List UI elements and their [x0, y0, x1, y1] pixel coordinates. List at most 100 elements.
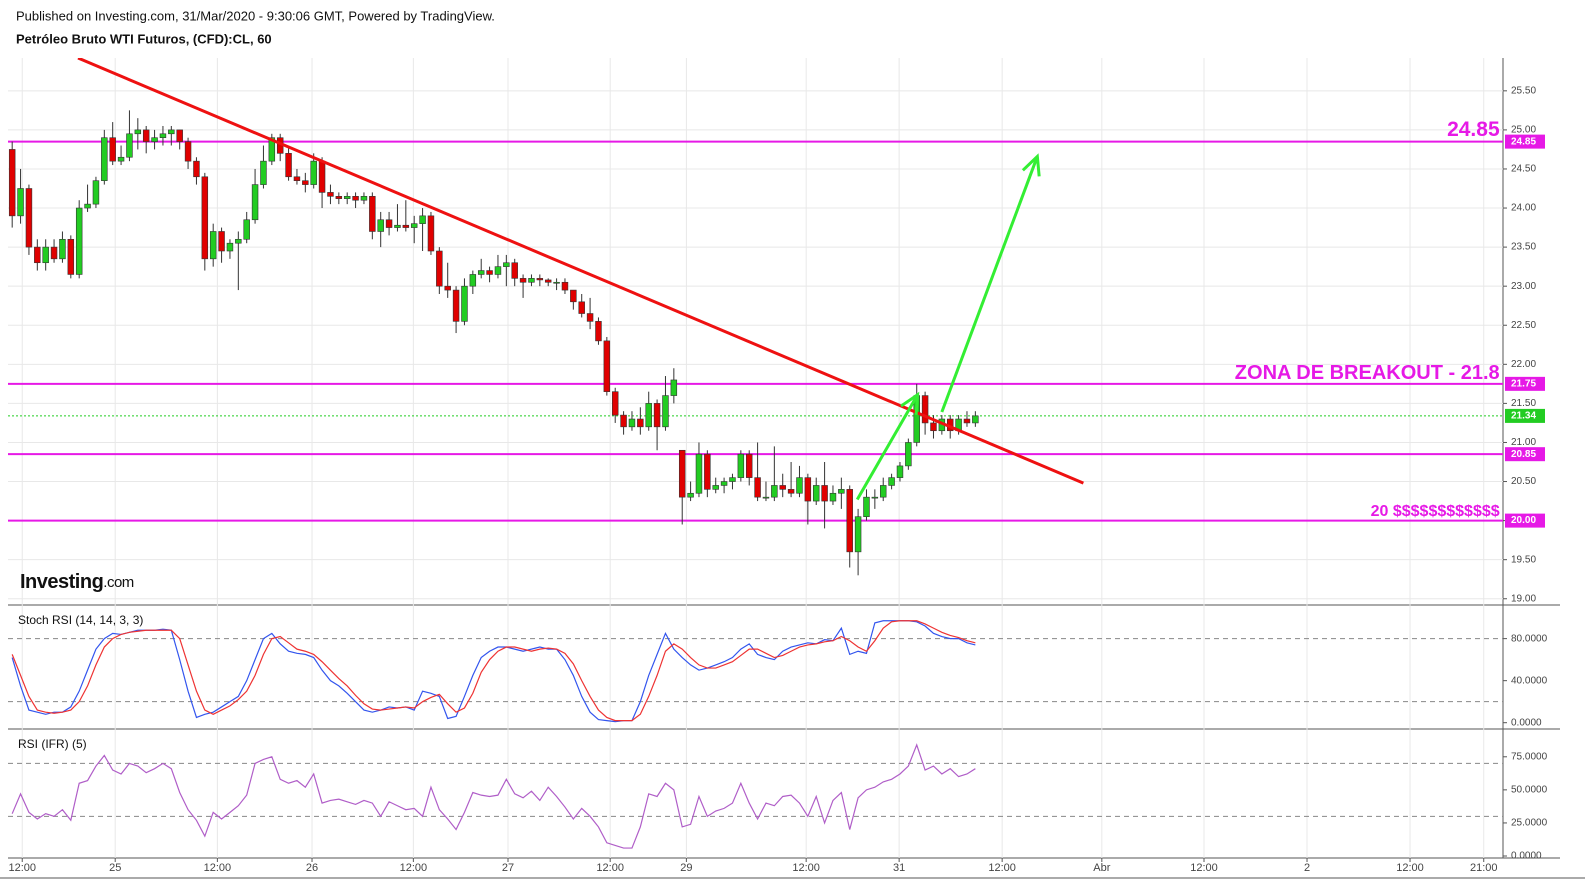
candle-body: [670, 379, 678, 396]
x-tick-label: 26: [306, 862, 318, 874]
y-tick-label: 50.0000: [1511, 785, 1548, 796]
candle-body: [67, 238, 75, 275]
candle-body: [762, 496, 770, 499]
candle-body: [285, 153, 292, 178]
candle-body: [536, 278, 544, 281]
candle-body: [17, 188, 24, 217]
y-tick-label: 22.50: [1511, 320, 1536, 331]
candle-body: [628, 418, 636, 428]
y-tick-label: 24.00: [1511, 203, 1536, 214]
candle-body: [754, 477, 761, 498]
candle-body: [678, 449, 686, 498]
candle-body: [469, 274, 477, 287]
candle-body: [251, 184, 259, 221]
level-label: 21.75: [1511, 378, 1536, 389]
candle-body: [201, 176, 209, 260]
indicator-line: [11, 620, 976, 723]
candle-body: [151, 137, 158, 142]
candle-body: [503, 262, 510, 267]
candle-body: [829, 492, 837, 502]
x-tick-label: 31: [893, 862, 905, 874]
candle-body: [637, 418, 644, 428]
candle-body: [427, 215, 435, 252]
candle-body: [184, 141, 192, 162]
candle-body: [410, 223, 418, 228]
candle-body: [117, 156, 125, 162]
candle-body: [268, 137, 276, 162]
candle-body: [84, 203, 91, 209]
y-tick-label: 23.00: [1511, 281, 1536, 292]
candle-body: [662, 395, 669, 428]
candle-body: [419, 215, 426, 224]
y-tick-label: 75.0000: [1511, 751, 1548, 762]
y-tick-label: 21.50: [1511, 398, 1536, 409]
y-tick-label: 25.50: [1511, 85, 1536, 96]
candle-body: [260, 160, 267, 185]
x-tick-label: 21:00: [1470, 862, 1498, 874]
candle-body: [687, 492, 694, 498]
candle-body: [25, 188, 33, 248]
candle-body: [218, 231, 225, 252]
candle-body: [59, 238, 66, 260]
candle-body: [645, 403, 652, 428]
arrow: [855, 394, 919, 501]
level-tag: [1505, 513, 1545, 528]
x-tick-label: 12:00: [204, 862, 232, 874]
candle-body: [921, 395, 929, 424]
candle-body: [771, 485, 778, 498]
candle-body: [310, 160, 317, 185]
candle-body: [963, 418, 971, 424]
candle-body: [377, 219, 384, 232]
candle-body: [444, 285, 451, 291]
candle-body: [561, 281, 569, 291]
trendline: [77, 58, 1084, 485]
last-price-tag: [1505, 408, 1545, 423]
candle-body: [586, 313, 594, 322]
annotation: 20 $$$$$$$$$$$$: [1371, 503, 1500, 520]
candle-body: [176, 129, 183, 142]
level-label: 24.85: [1511, 136, 1536, 147]
candle-body: [159, 133, 167, 139]
candle-body: [293, 176, 301, 181]
candle-body: [302, 180, 309, 185]
candle-body: [528, 278, 535, 283]
candle-body: [34, 246, 41, 264]
candle-body: [335, 196, 343, 199]
x-tick-label: 12:00: [1396, 862, 1424, 874]
logo: Investing.com: [20, 571, 134, 593]
candle-body: [101, 137, 108, 181]
candle-body: [863, 496, 870, 517]
candle-body: [134, 129, 142, 135]
candle-body: [75, 207, 83, 275]
candle-body: [871, 496, 879, 499]
candle-body: [745, 453, 753, 478]
candle-body: [209, 231, 217, 260]
candle-body: [879, 485, 887, 498]
candle-body: [50, 246, 58, 260]
y-tick-label: 22.00: [1511, 359, 1536, 370]
candle-body: [854, 516, 862, 553]
candle-body: [402, 224, 410, 228]
y-tick-label: 25.00: [1511, 125, 1536, 136]
candle-body: [193, 160, 200, 178]
candle-body: [930, 422, 937, 432]
candle-body: [620, 414, 627, 428]
candle-body: [235, 238, 242, 244]
candle-body: [369, 196, 376, 232]
x-tick-label: 29: [680, 862, 692, 874]
instrument-title: Petróleo Bruto WTI Futuros, (CFD):CL, 60: [16, 31, 272, 46]
candle-body: [712, 485, 719, 490]
level-label: 20.85: [1511, 449, 1536, 460]
candle-body: [812, 485, 820, 502]
candle-body: [318, 160, 326, 193]
y-tick-label: 0.0000: [1511, 717, 1542, 728]
candle-body: [846, 489, 853, 553]
candle-body: [519, 278, 527, 283]
candle-body: [570, 289, 577, 303]
candle-body: [603, 340, 611, 392]
y-tick-label: 25.0000: [1511, 818, 1548, 829]
candle-body: [595, 321, 602, 342]
candle-body: [8, 149, 16, 217]
